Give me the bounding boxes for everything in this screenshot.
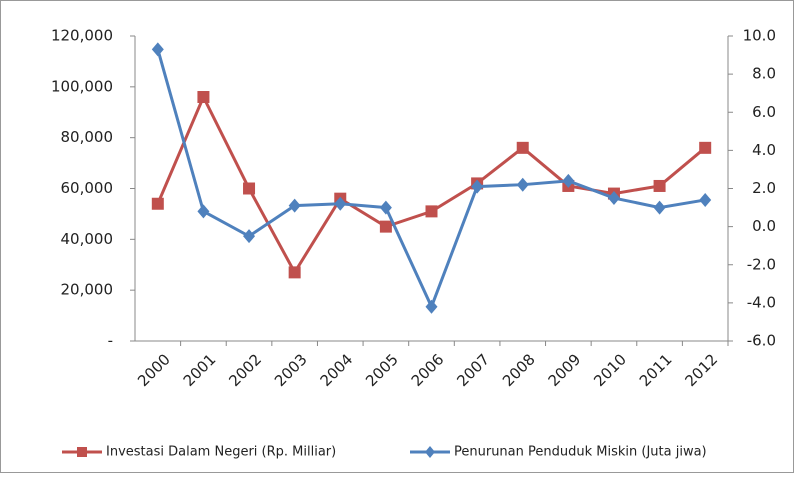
- y2-tick-label: 10.0: [743, 27, 776, 45]
- legend-label: Investasi Dalam Negeri (Rp. Milliar): [106, 445, 336, 460]
- marker: [151, 42, 164, 57]
- y2-tick-label: 0.0: [752, 217, 776, 235]
- marker: [197, 204, 210, 219]
- marker: [699, 192, 712, 207]
- marker: [653, 200, 666, 215]
- legend-label: Penurunan Penduduk Miskin (Juta jiwa): [454, 445, 707, 460]
- y2-tick-label: -6.0: [747, 332, 776, 350]
- marker: [243, 229, 256, 244]
- y-tick-label: 80,000: [61, 128, 114, 146]
- marker: [425, 205, 438, 218]
- marker: [607, 191, 620, 206]
- marker: [197, 91, 210, 103]
- marker: [379, 220, 392, 233]
- marker: [288, 266, 301, 279]
- y-tick-label: -: [108, 332, 113, 350]
- marker: [699, 141, 712, 154]
- y2-tick-label: 8.0: [752, 65, 776, 83]
- y-tick-label: 20,000: [61, 281, 114, 299]
- y-tick-label: 40,000: [61, 230, 114, 248]
- marker: [425, 299, 438, 314]
- y2-tick-label: 2.0: [752, 179, 776, 197]
- marker: [653, 179, 666, 192]
- marker: [562, 173, 575, 188]
- marker: [334, 196, 347, 211]
- marker: [516, 141, 529, 154]
- y-tick-label: 120,000: [51, 27, 113, 45]
- y2-tick-label: -2.0: [747, 255, 776, 273]
- marker: [243, 182, 256, 195]
- legend-marker: [425, 446, 435, 458]
- marker: [379, 200, 392, 215]
- marker: [516, 177, 529, 192]
- legend-marker: [77, 447, 87, 457]
- marker: [288, 198, 301, 213]
- y-tick-label: 100,000: [51, 77, 113, 95]
- y2-tick-label: 6.0: [752, 103, 776, 121]
- y2-tick-label: 4.0: [752, 141, 776, 159]
- y-tick-label: 60,000: [61, 179, 114, 197]
- marker: [151, 197, 164, 210]
- marker: [471, 179, 484, 194]
- y2-tick-label: -4.0: [747, 293, 776, 311]
